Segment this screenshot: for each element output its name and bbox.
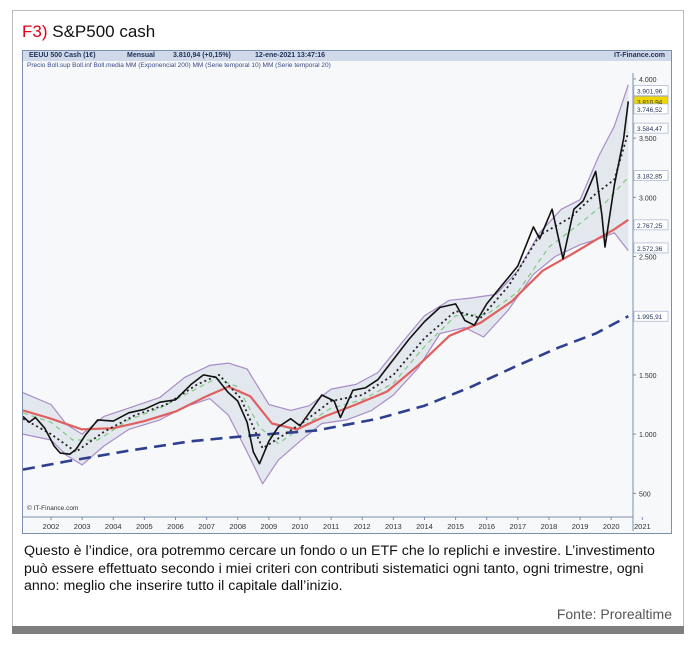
chart-datetime: 12-ene-2021 13:47:16 [255, 52, 326, 59]
x-tick-label: 2005 [136, 522, 153, 531]
y-tick-label: 4.000 [639, 77, 657, 84]
price-label-text: 2.572,36 [637, 246, 663, 253]
bollinger-band-fill [23, 84, 629, 484]
chart-brand: IT-Finance.com [614, 52, 665, 59]
x-tick-label: 2019 [572, 522, 589, 531]
x-tick-label: 2004 [105, 522, 122, 531]
y-tick-label: 3.000 [639, 195, 657, 202]
figure-title: F3) S&P500 cash [22, 22, 155, 42]
x-tick-label: 2017 [510, 522, 527, 531]
price-label-box [633, 170, 669, 181]
price-label-text: 3.182,85 [637, 174, 663, 181]
x-tick-label: 2002 [43, 522, 60, 531]
chart-legend-text: Precio Boll.sup Boll.inf Boll.media MM (… [27, 62, 331, 69]
bollinger-lower-line [23, 232, 629, 485]
price-label-text: 2.767,25 [637, 223, 663, 230]
x-tick-label: 2006 [167, 522, 184, 531]
figure-title-text: S&P500 cash [52, 22, 156, 41]
price-label-text: 3.584,47 [637, 126, 663, 133]
y-tick-label: 2.500 [639, 255, 657, 262]
x-tick-label: 2014 [416, 522, 433, 531]
x-tick-label: 2007 [198, 522, 215, 531]
bottom-rule [12, 626, 684, 634]
x-tick-label: 2008 [229, 522, 246, 531]
chart-plot: 2002 2003 2004 2005 2006 2007 2008 2009 2010 2011… [23, 73, 669, 531]
price-label-box [633, 103, 669, 115]
x-tick-label: 2011 [323, 522, 339, 531]
chart-legend: Precio Boll.sup Boll.inf Boll.media MM (… [23, 61, 671, 71]
chart-period: Mensual [127, 52, 156, 59]
figure-caption: Questo è l’indice, ora potremmo cercare … [24, 543, 655, 594]
chart-last-value: 3.810,94 (+0,15%) [173, 52, 231, 59]
figure-source: Fonte: Prorealtime [556, 606, 672, 622]
x-tick-label: 2010 [292, 522, 309, 531]
chart-instrument: EEUU 500 Cash (1€) [29, 52, 96, 59]
chart-panel: EEUU 500 Cash (1€) Mensual 3.810,94 (+0,… [22, 50, 672, 534]
y-tick-label: 1.000 [639, 432, 657, 439]
ema200-line [23, 315, 629, 471]
y-tick-label: 3.500 [639, 136, 657, 143]
x-tick-label: 2020 [603, 522, 620, 531]
chart-header-bar: EEUU 500 Cash (1€) Mensual 3.810,94 (+0,… [23, 51, 671, 61]
price-line [23, 101, 630, 465]
sma20-line [23, 218, 629, 431]
price-label-box [633, 310, 669, 322]
price-label-box [633, 219, 669, 231]
y-tick-label: 1.500 [639, 373, 657, 380]
x-tick-label: 2021 [634, 522, 651, 531]
plot-area [23, 73, 633, 517]
price-label-text: 3.810,94 [637, 99, 663, 106]
price-label-box [633, 122, 669, 134]
chart-watermark: © IT-Finance.com [27, 505, 79, 512]
y-tick-label: 500 [639, 491, 651, 498]
price-label-text: 3.746,52 [637, 107, 663, 114]
x-tick-label: 2015 [447, 522, 464, 531]
x-tick-label: 2018 [541, 522, 558, 531]
x-tick-label: 2003 [74, 522, 91, 531]
x-tick-label: 2013 [385, 522, 402, 531]
bollinger-upper-line [23, 84, 629, 435]
price-label-text: 1.995,91 [637, 314, 663, 321]
price-label-text: 3.901,96 [637, 89, 663, 96]
x-tick-label: 2016 [478, 522, 495, 531]
sma10-line [23, 131, 630, 453]
figure-number: F3) [22, 22, 48, 41]
price-label-box [633, 85, 669, 96]
x-tick-label: 2012 [354, 522, 371, 531]
x-tick-label: 2009 [261, 522, 278, 531]
price-label-box [633, 242, 669, 254]
